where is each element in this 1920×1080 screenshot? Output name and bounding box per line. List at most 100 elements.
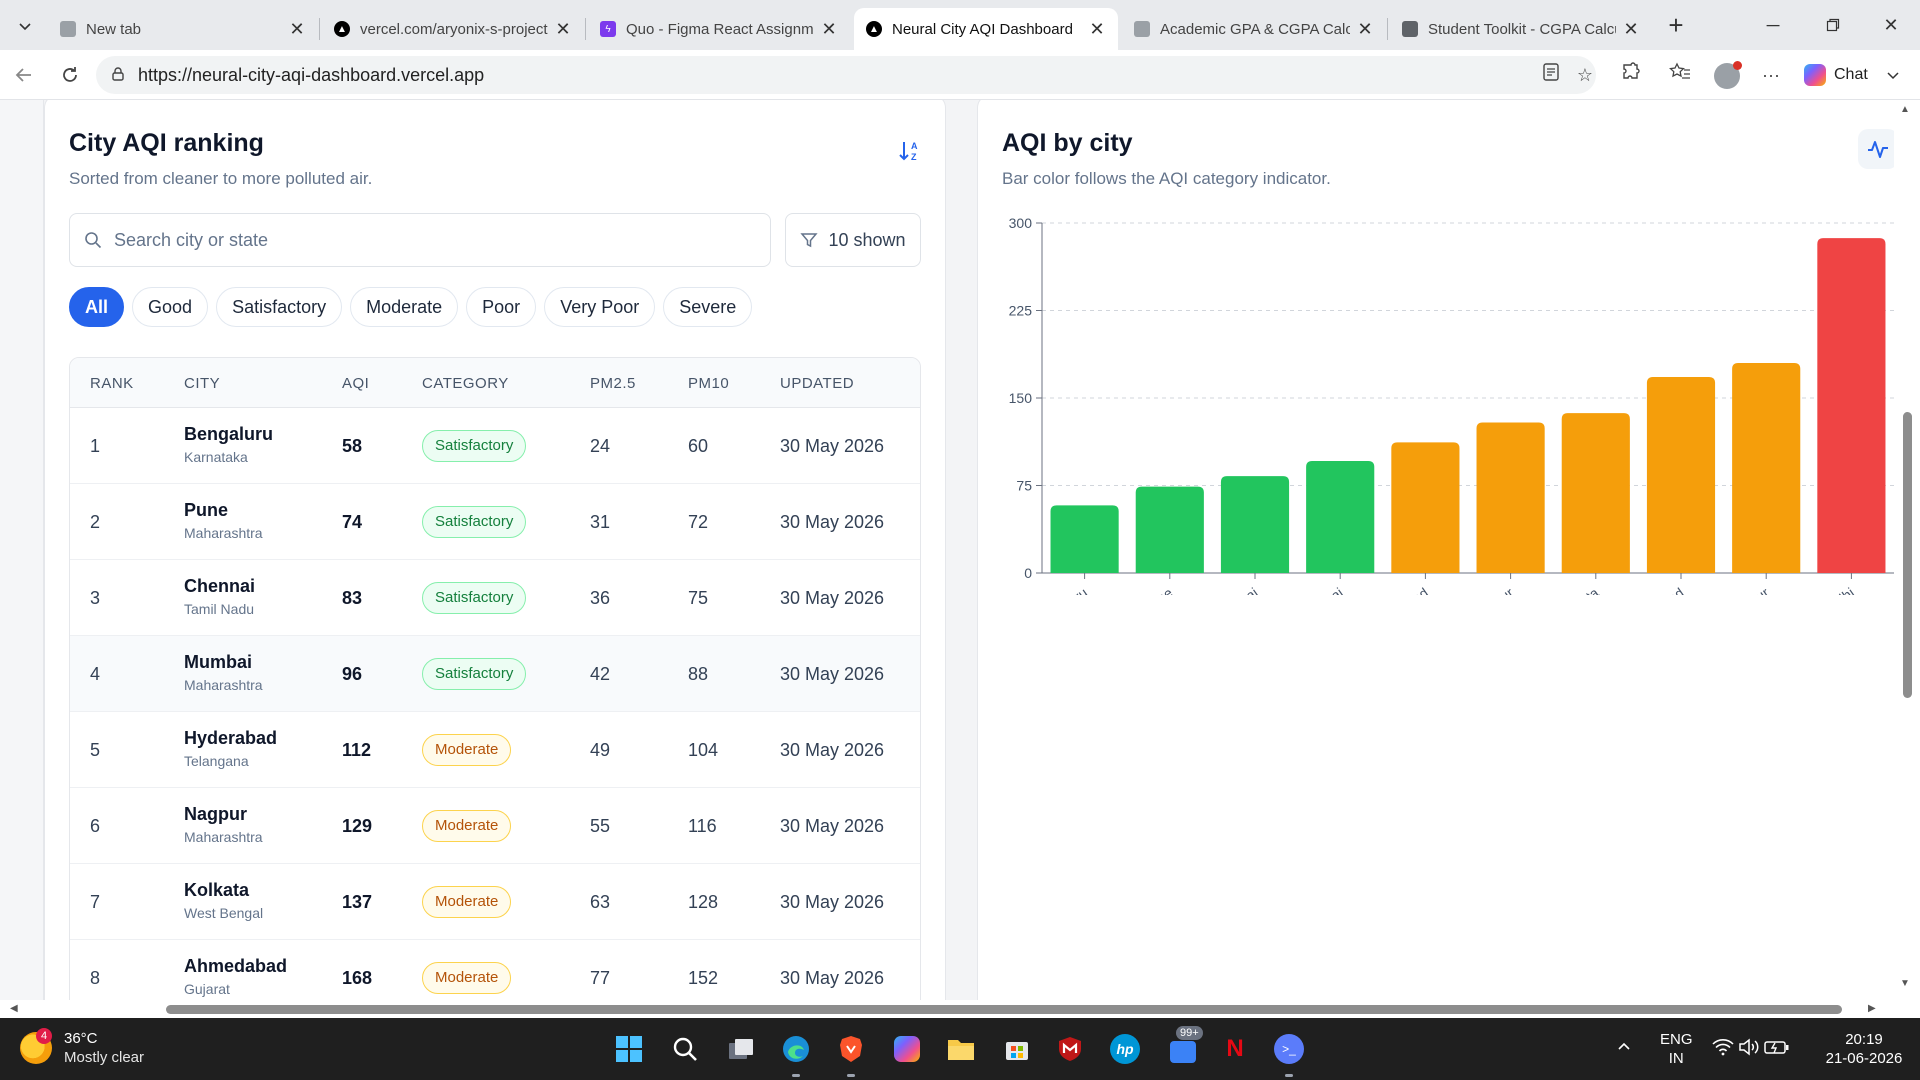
browser-tab-5[interactable]: Student Toolkit - CGPA Calculator ✕ bbox=[1390, 8, 1652, 50]
url-field[interactable]: https://neural-city-aqi-dashboard.vercel… bbox=[96, 56, 1596, 94]
favorites-list-icon[interactable] bbox=[1667, 62, 1693, 88]
hp-app-icon[interactable]: hp bbox=[1108, 1032, 1142, 1066]
rank-cell: 1 bbox=[90, 436, 101, 456]
browser-tab-1[interactable]: ▲ vercel.com/aryonix-s-projects ✕ bbox=[322, 8, 584, 50]
bar-kolkata[interactable] bbox=[1561, 413, 1630, 573]
copilot-app-icon[interactable] bbox=[890, 1032, 924, 1066]
terminal-app-icon[interactable]: >_ bbox=[1272, 1032, 1306, 1066]
filter-chip-very-poor[interactable]: Very Poor bbox=[544, 287, 656, 327]
search-city-field[interactable] bbox=[69, 213, 771, 267]
bar-pune[interactable] bbox=[1135, 486, 1204, 573]
pm10-cell: 152 bbox=[688, 968, 719, 988]
table-row[interactable]: 3 Chennai Tamil Nadu 83 Satisfactory 36 75 30 M… bbox=[70, 560, 920, 636]
copilot-chat-button[interactable]: Chat bbox=[1804, 60, 1900, 90]
close-window-button[interactable]: ✕ bbox=[1883, 15, 1899, 35]
table-row[interactable]: 2 Pune Maharashtra 74 Satisfactory 31 72 30 May… bbox=[70, 484, 920, 560]
more-options-icon[interactable]: ··· bbox=[1762, 65, 1780, 85]
x-tick-label: Bengaluru bbox=[1029, 584, 1090, 595]
site-info-icon[interactable] bbox=[110, 66, 126, 85]
pm10-cell: 116 bbox=[688, 816, 717, 836]
close-tab-icon[interactable]: ✕ bbox=[1089, 18, 1105, 39]
tab-title: New tab bbox=[86, 20, 142, 38]
bar-bengaluru[interactable] bbox=[1050, 505, 1119, 573]
filter-chip-good[interactable]: Good bbox=[132, 287, 209, 327]
browser-tab-2[interactable]: ϟ Quo - Figma React Assignment ✕ bbox=[588, 8, 850, 50]
reader-view-icon[interactable] bbox=[1538, 62, 1564, 88]
netflix-icon[interactable]: N bbox=[1226, 1035, 1244, 1062]
browser-tab-4[interactable]: Academic GPA & CGPA Calculator ✕ bbox=[1122, 8, 1386, 50]
aqi-cell: 129 bbox=[342, 816, 373, 836]
city-name: Hyderabad bbox=[184, 728, 278, 748]
microsoft-store-icon[interactable] bbox=[1000, 1032, 1034, 1066]
filter-chip-poor[interactable]: Poor bbox=[466, 287, 537, 327]
filter-chip-all[interactable]: All bbox=[69, 287, 125, 327]
document-icon bbox=[1402, 21, 1418, 37]
horizontal-scroll-thumb[interactable] bbox=[166, 1005, 1842, 1014]
bar-ahmedabad[interactable] bbox=[1646, 377, 1716, 573]
table-row[interactable]: 1 Bengaluru Karnataka 58 Satisfactory 24 60 30 … bbox=[70, 408, 920, 484]
search-icon[interactable] bbox=[668, 1032, 702, 1066]
bar-jaipur[interactable] bbox=[1732, 363, 1801, 573]
scroll-right-arrow-icon[interactable]: ▶ bbox=[1868, 1003, 1876, 1014]
extensions-icon[interactable] bbox=[1618, 62, 1644, 88]
mcafee-icon[interactable] bbox=[1053, 1032, 1087, 1066]
notifications-app-icon[interactable]: 99+ bbox=[1166, 1026, 1203, 1066]
browser-tab-0[interactable]: New tab ✕ bbox=[48, 8, 318, 50]
reload-button[interactable] bbox=[54, 59, 86, 91]
task-view-icon[interactable] bbox=[724, 1032, 758, 1066]
state-name: Gujarat bbox=[184, 981, 230, 997]
bar-delhi[interactable] bbox=[1817, 238, 1886, 573]
close-tab-icon[interactable]: ✕ bbox=[289, 18, 305, 39]
close-tab-icon[interactable]: ✕ bbox=[1623, 18, 1639, 39]
bar-nagpur[interactable] bbox=[1476, 422, 1545, 574]
edge-browser-icon[interactable] bbox=[779, 1032, 813, 1066]
brave-browser-icon[interactable] bbox=[834, 1032, 868, 1066]
close-tab-icon[interactable]: ✕ bbox=[1357, 18, 1373, 39]
bar-hyderabad[interactable] bbox=[1391, 442, 1460, 573]
scroll-up-arrow-icon[interactable]: ▲ bbox=[1900, 104, 1910, 115]
category-badge: Satisfactory bbox=[422, 658, 527, 690]
file-explorer-icon[interactable] bbox=[944, 1032, 978, 1066]
bar-mumbai[interactable] bbox=[1306, 461, 1375, 573]
maximize-button[interactable] bbox=[1810, 10, 1856, 40]
new-tab-button[interactable]: + bbox=[1668, 10, 1684, 40]
ranking-title: City AQI ranking bbox=[69, 129, 264, 157]
shown-count-button[interactable]: 10 shown bbox=[785, 213, 921, 267]
category-cell: Satisfactory bbox=[422, 430, 527, 462]
start-windows-icon[interactable] bbox=[612, 1032, 646, 1066]
vertical-scroll-thumb[interactable] bbox=[1903, 412, 1912, 698]
x-tick-label: Kolkata bbox=[1554, 584, 1602, 595]
system-tray[interactable] bbox=[1712, 1038, 1790, 1061]
close-tab-icon[interactable]: ✕ bbox=[821, 18, 837, 39]
aqi-cell: 58 bbox=[342, 436, 363, 456]
table-row[interactable]: 4 Mumbai Maharashtra 96 Satisfactory 42 88 30 M… bbox=[70, 636, 920, 712]
weather-widget[interactable]: 4 36°C Mostly clear bbox=[20, 1028, 144, 1066]
scroll-left-arrow-icon[interactable]: ◀ bbox=[10, 1003, 18, 1014]
city-cell: Nagpur Maharashtra bbox=[184, 804, 263, 845]
activity-icon[interactable] bbox=[1858, 129, 1898, 169]
close-tab-icon[interactable]: ✕ bbox=[555, 18, 571, 39]
rank-cell: 7 bbox=[90, 892, 101, 912]
show-hidden-icons-chevron-icon[interactable] bbox=[1616, 1038, 1632, 1059]
vertical-scrollbar[interactable]: ▲ ▼ bbox=[1894, 100, 1920, 1018]
pm10-cell: 128 bbox=[688, 892, 719, 912]
browser-tab-3[interactable]: ▲ Neural City AQI Dashboard ✕ bbox=[854, 8, 1118, 50]
table-row[interactable]: 5 Hyderabad Telangana 112 Moderate 49 104 30 Ma… bbox=[70, 712, 920, 788]
profile-avatar[interactable] bbox=[1714, 61, 1742, 89]
minimize-button[interactable]: ─ bbox=[1766, 15, 1780, 35]
horizontal-scrollbar[interactable]: ◀ ▶ bbox=[0, 1000, 1894, 1018]
favorite-star-icon[interactable]: ☆ bbox=[1576, 65, 1594, 85]
filter-chip-moderate[interactable]: Moderate bbox=[350, 287, 459, 327]
clock[interactable]: 20:19 21-06-2026 bbox=[1816, 1030, 1912, 1068]
tab-actions-menu-button[interactable] bbox=[8, 9, 42, 43]
search-input[interactable] bbox=[114, 229, 714, 251]
table-row[interactable]: 7 Kolkata West Bengal 137 Moderate 63 128 30 Ma… bbox=[70, 864, 920, 940]
back-button[interactable] bbox=[8, 59, 40, 91]
bar-chennai[interactable] bbox=[1220, 476, 1290, 573]
filter-chip-satisfactory[interactable]: Satisfactory bbox=[216, 287, 343, 327]
scroll-down-arrow-icon[interactable]: ▼ bbox=[1900, 978, 1910, 989]
table-row[interactable]: 6 Nagpur Maharashtra 129 Moderate 55 116 30 May… bbox=[70, 788, 920, 864]
filter-chip-severe[interactable]: Severe bbox=[663, 287, 753, 327]
language-indicator[interactable]: ENG IN bbox=[1660, 1030, 1693, 1068]
